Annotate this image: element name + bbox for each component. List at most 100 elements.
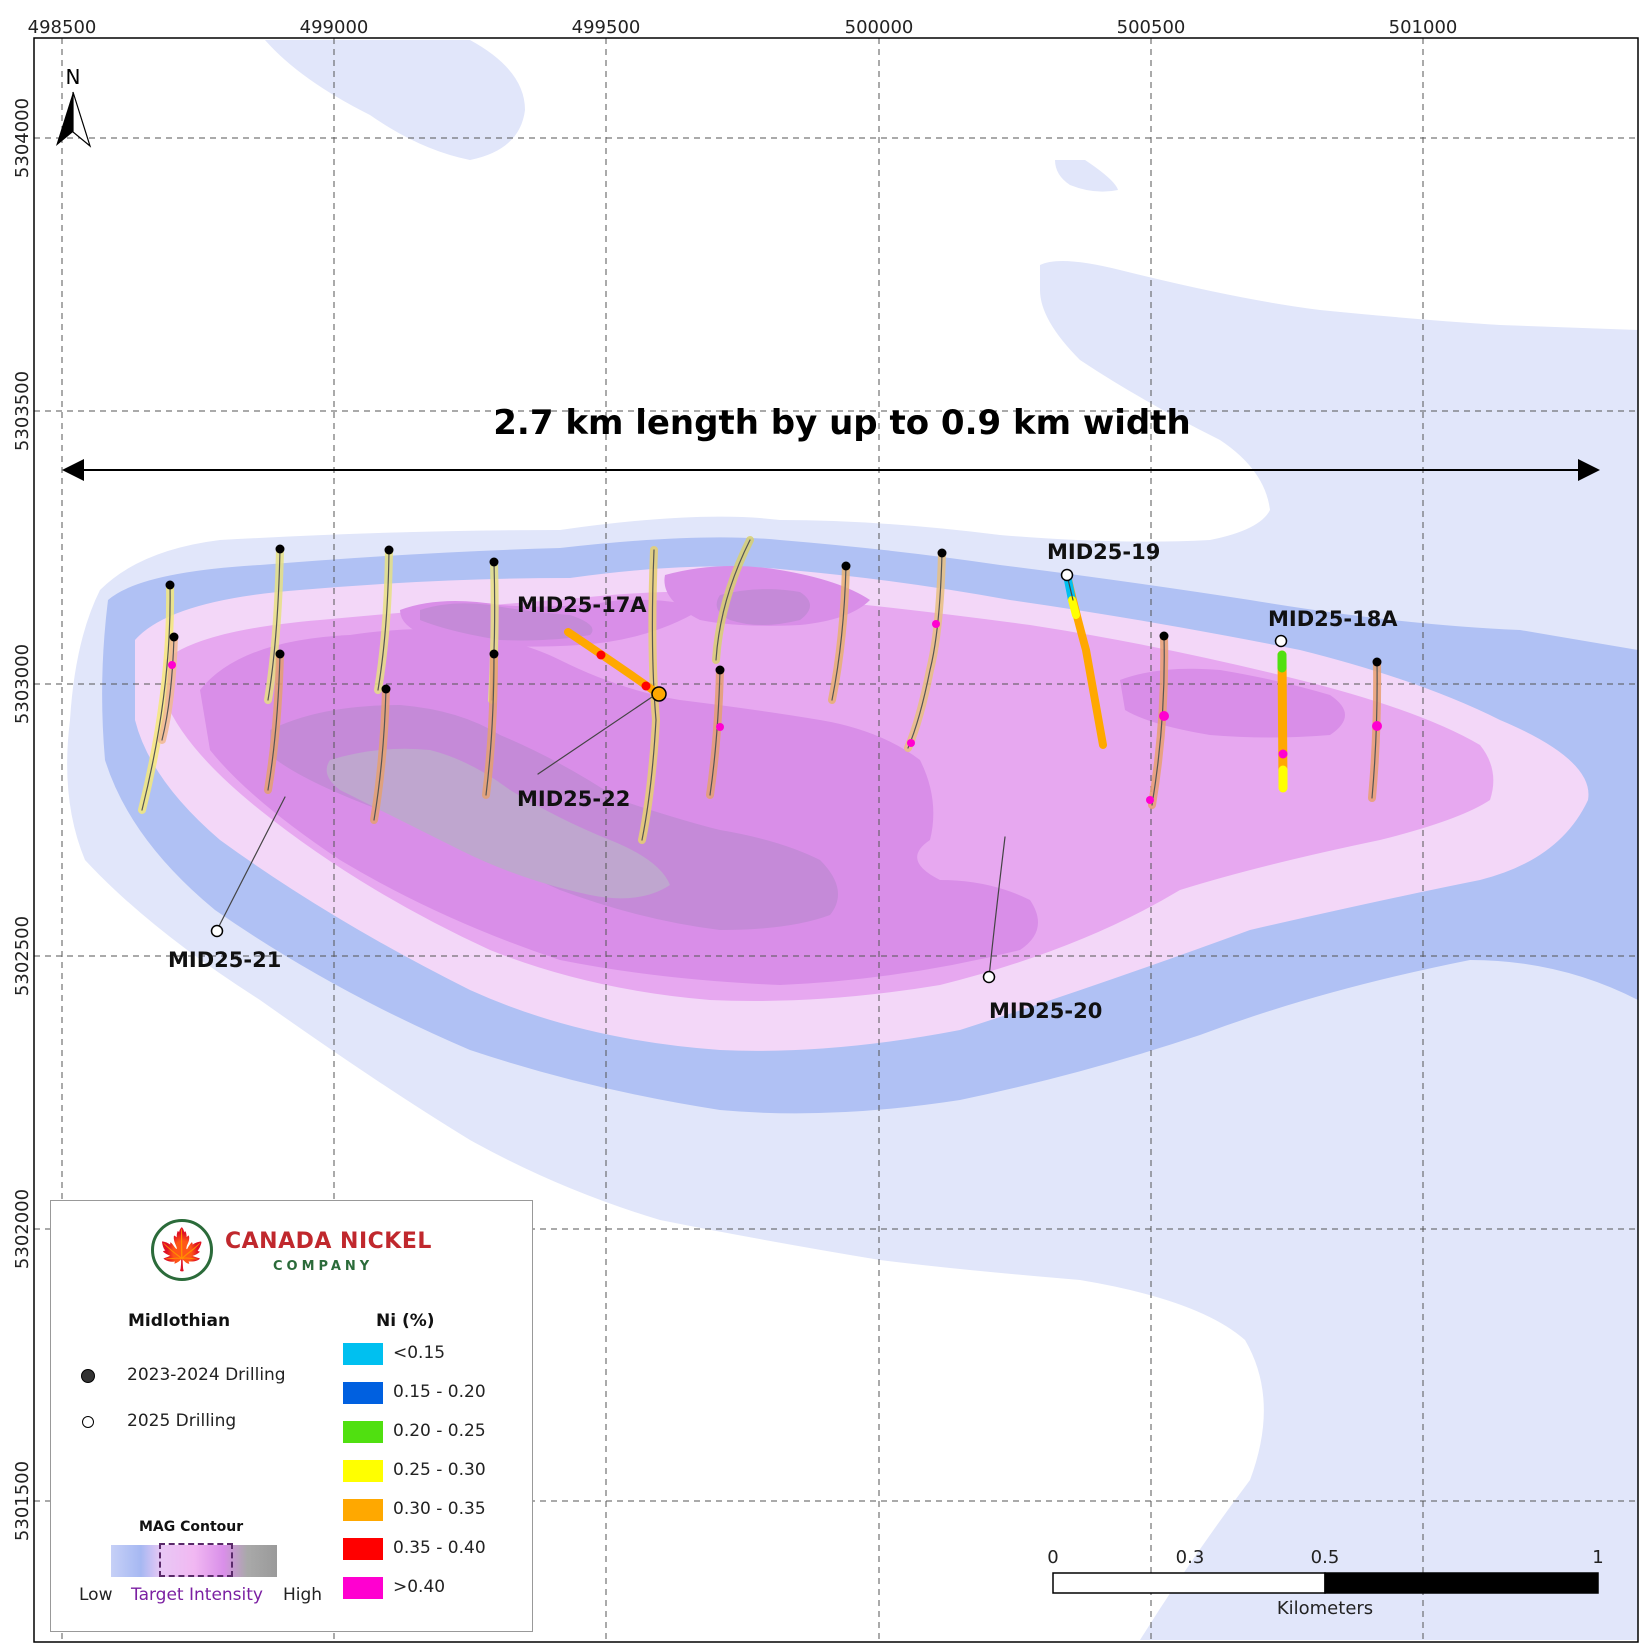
company-name: CANADA NICKEL <box>225 1229 432 1254</box>
maple-leaf-icon: 🍁 <box>151 1219 213 1281</box>
extent-arrow <box>62 459 1600 481</box>
y-axis-labels: 5304000 5303500 5303000 5302500 5302000 … <box>12 98 33 1541</box>
scale-tick-label: 0 <box>1047 1547 1058 1568</box>
hole-label: MID25-17A <box>517 593 647 617</box>
scale-tick-label: 0.3 <box>1176 1547 1205 1568</box>
map-border <box>33 37 1639 1643</box>
mag-target-box <box>159 1543 233 1577</box>
ni-grade-interval <box>932 620 940 628</box>
drilling-2025-label: 2025 Drilling <box>127 1411 237 1431</box>
ni-swatch <box>343 1577 383 1599</box>
hole-label: MID25-20 <box>989 999 1102 1023</box>
drill-trace <box>706 665 725 799</box>
x-tick-label: 498500 <box>28 17 97 38</box>
mag-contour-outer <box>265 40 525 160</box>
drill-collar <box>169 632 179 642</box>
project-name: Midlothian <box>128 1311 231 1331</box>
ni-grade-interval <box>1159 711 1169 721</box>
company-logo: 🍁 CANADA NICKEL COMPANY <box>151 1217 441 1289</box>
drill-collar <box>715 665 725 675</box>
ni-legend-title: Ni (%) <box>376 1311 435 1331</box>
hole-label: MID25-22 <box>517 787 630 811</box>
mag-contour-magenta <box>1120 668 1345 738</box>
scale-tick-label: 1 <box>1592 1547 1603 1568</box>
mag-high-label: High <box>283 1585 323 1605</box>
mag-contour-purple <box>420 603 593 641</box>
drill-2025-traces <box>210 568 1288 984</box>
historic-drill-traces <box>138 536 1382 844</box>
ni-class-label: 0.15 - 0.20 <box>393 1382 486 1402</box>
drill-collar-2025 <box>982 970 996 984</box>
ni-grade-interval <box>716 723 724 731</box>
drill-trace-mid25-18a <box>1274 634 1288 793</box>
ni-class-label: >0.40 <box>393 1577 446 1597</box>
ni-class-label: 0.20 - 0.25 <box>393 1421 486 1441</box>
drill-collar <box>275 649 285 659</box>
ni-swatch <box>343 1382 383 1404</box>
x-tick-label: 500500 <box>1117 17 1186 38</box>
x-tick-label: 501000 <box>1389 17 1458 38</box>
x-tick-label: 499500 <box>572 17 641 38</box>
drill-collar-2025 <box>1060 568 1074 582</box>
ni-swatch <box>343 1343 383 1365</box>
scale-bar: 0 0.3 0.5 1 Kilometers <box>1047 1547 1603 1619</box>
drilling-2023-2024-label: 2023-2024 Drilling <box>127 1365 286 1385</box>
drill-trace <box>482 649 499 799</box>
scale-tick-label: 0.5 <box>1311 1547 1340 1568</box>
ni-swatch <box>343 1421 383 1443</box>
drill-collar <box>165 580 175 590</box>
x-axis-labels: 498500 499000 499500 500000 500500 50100… <box>28 17 1458 38</box>
legend-panel: 🍁 CANADA NICKEL COMPANY Midlothian Ni (%… <box>50 1200 533 1632</box>
ni-grade-interval <box>168 661 176 669</box>
mag-color-ramp <box>111 1545 277 1577</box>
drill-trace-mid25-17a <box>564 628 667 702</box>
ni-swatch <box>343 1460 383 1482</box>
mag-target-label: Target Intensity <box>131 1585 263 1605</box>
drill-collar-2025 <box>210 924 224 938</box>
drill-trace-mid25-19 <box>1060 568 1107 749</box>
hole-label: MID25-19 <box>1047 540 1160 564</box>
extent-headline: 2.7 km length by up to 0.9 km width <box>493 403 1190 443</box>
mag-contour-title: MAG Contour <box>139 1519 244 1535</box>
ni-class-label: 0.25 - 0.30 <box>393 1460 486 1480</box>
drill-trace <box>138 580 175 814</box>
drilling-2023-2024-icon <box>81 1369 95 1383</box>
mag-contour-purple <box>716 589 810 625</box>
mag-contour-outer <box>1055 160 1118 192</box>
y-tick-label: 5303000 <box>12 644 33 724</box>
drill-collar-2025 <box>651 686 667 702</box>
ni-swatch <box>343 1538 383 1560</box>
ni-class-label: 0.30 - 0.35 <box>393 1499 486 1519</box>
hole-labels: MID25-17A MID25-22 MID25-21 MID25-19 MID… <box>168 540 1398 1023</box>
ni-grade-interval <box>907 739 915 747</box>
x-tick-label: 499000 <box>300 17 369 38</box>
mag-low-label: Low <box>79 1585 113 1605</box>
drilling-2025-icon <box>82 1416 94 1428</box>
drill-trace <box>712 536 754 664</box>
drill-trace <box>638 546 661 844</box>
ni-grade-interval <box>1146 796 1154 804</box>
drill-collar <box>489 557 499 567</box>
y-tick-label: 5302000 <box>12 1189 33 1269</box>
ni-swatch <box>343 1499 383 1521</box>
hole-label: MID25-21 <box>168 948 281 972</box>
drill-collar <box>1159 631 1169 641</box>
drill-trace <box>374 545 394 694</box>
drill-trace <box>264 649 285 794</box>
north-label: N <box>66 65 81 89</box>
drill-trace <box>158 632 179 744</box>
hole-label: MID25-18A <box>1268 607 1398 631</box>
drill-trace <box>370 684 391 824</box>
drill-trace-mid25-21 <box>537 696 653 775</box>
drill-trace-mid25-20 <box>988 836 1006 978</box>
drill-trace <box>904 548 947 752</box>
drill-collar <box>841 561 851 571</box>
company-sub: COMPANY <box>273 1259 374 1274</box>
y-tick-label: 5304000 <box>12 98 33 178</box>
drill-collar-2025 <box>1274 634 1288 648</box>
y-tick-label: 5302500 <box>12 916 33 996</box>
north-arrow-icon: N <box>56 65 92 148</box>
ni-class-label: 0.35 - 0.40 <box>393 1538 486 1558</box>
drill-collar <box>937 548 947 558</box>
